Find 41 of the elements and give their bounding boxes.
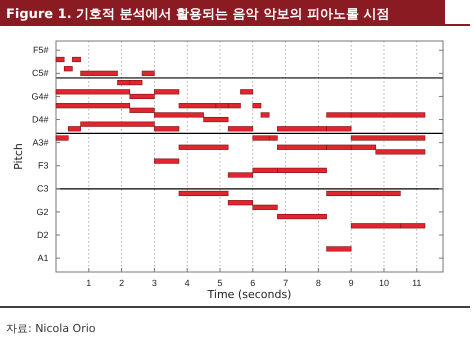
x-tick-label: 4 (184, 278, 190, 288)
chart-title: Figure 1. 기호적 분석에서 활용되는 음악 악보의 피아노롤 시점 (6, 7, 390, 22)
bar (64, 66, 73, 72)
y-tick-label: C3 (36, 184, 48, 194)
bar (56, 135, 69, 141)
x-tick-label: 6 (250, 278, 256, 288)
bar (154, 158, 180, 164)
bar (260, 112, 270, 118)
x-tick-label: 2 (119, 278, 124, 288)
y-tick-label: F3 (38, 160, 48, 171)
y-tick-label: D4# (32, 114, 48, 124)
y-tick-label: A1 (37, 253, 48, 264)
y-tick-label: G4# (31, 91, 48, 102)
bar (56, 56, 64, 62)
y-tick-label: C5# (32, 68, 48, 78)
bar (350, 135, 426, 141)
y-tick-label: A3# (32, 138, 48, 148)
y-axis-title: Pitch (12, 143, 25, 170)
y-tick-label: G2 (36, 206, 48, 217)
x-tick-label: 1 (86, 278, 92, 288)
text: 자료: Nicola Orio (6, 322, 96, 335)
x-tick-label: 7 (283, 278, 288, 288)
x-tick-label: 11 (412, 278, 422, 288)
y-tick-label: F5# (32, 45, 48, 56)
bar (326, 246, 352, 252)
x-tick-label: 5 (217, 278, 222, 288)
bar (178, 144, 228, 150)
bar (142, 70, 155, 76)
bar (240, 89, 254, 94)
bar (178, 190, 228, 196)
x-tick-label: 10 (378, 278, 389, 288)
x-tick-label: 9 (348, 278, 354, 288)
bar (80, 70, 118, 76)
x-tick-label: 8 (316, 278, 321, 288)
bar (72, 56, 81, 62)
bar (252, 103, 262, 108)
bar (277, 214, 327, 220)
x-axis-title: Time (seconds) (206, 288, 292, 301)
y-tick-label: D2 (36, 230, 48, 240)
bar (228, 126, 254, 132)
x-tick-label: 3 (152, 278, 157, 288)
